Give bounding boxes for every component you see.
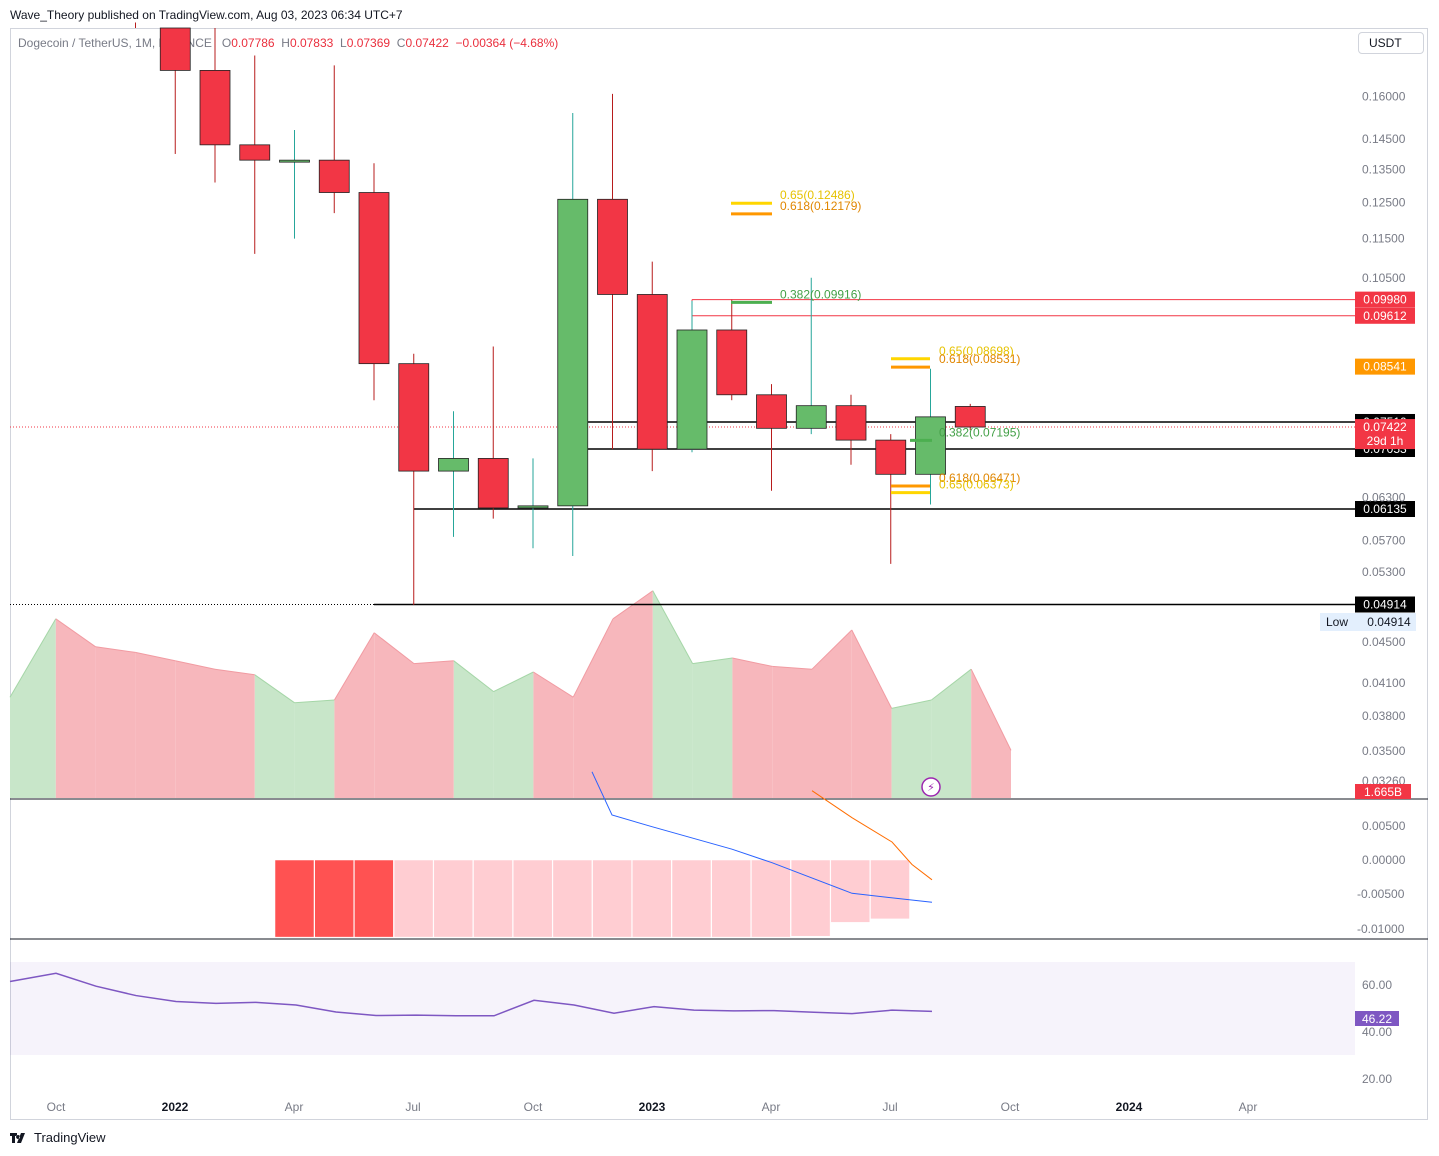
close-value: 0.07422	[405, 36, 449, 50]
symbol-name: Dogecoin / TetherUS, 1M, BINANCE	[18, 36, 212, 50]
change-value: −0.00364 (−4.68%)	[455, 36, 559, 50]
symbol-legend[interactable]: Dogecoin / TetherUS, 1M, BINANCE O0.0778…	[18, 36, 558, 50]
high-value: 0.07833	[289, 36, 334, 50]
publisher-line: Wave_Theory published on TradingView.com…	[10, 8, 403, 22]
low-value: 0.07369	[346, 36, 391, 50]
tradingview-logo-icon	[10, 1132, 25, 1143]
footer-brand-label: TradingView	[34, 1130, 106, 1145]
close-label: C	[396, 36, 406, 50]
low-label: L	[340, 36, 347, 50]
footer-brand[interactable]: TradingView	[10, 1130, 106, 1145]
high-label: H	[281, 36, 290, 50]
currency-button[interactable]: USDT	[1358, 32, 1424, 54]
chart-frame	[10, 28, 1428, 1120]
open-value: 0.07786	[231, 36, 275, 50]
open-label: O	[221, 36, 232, 50]
